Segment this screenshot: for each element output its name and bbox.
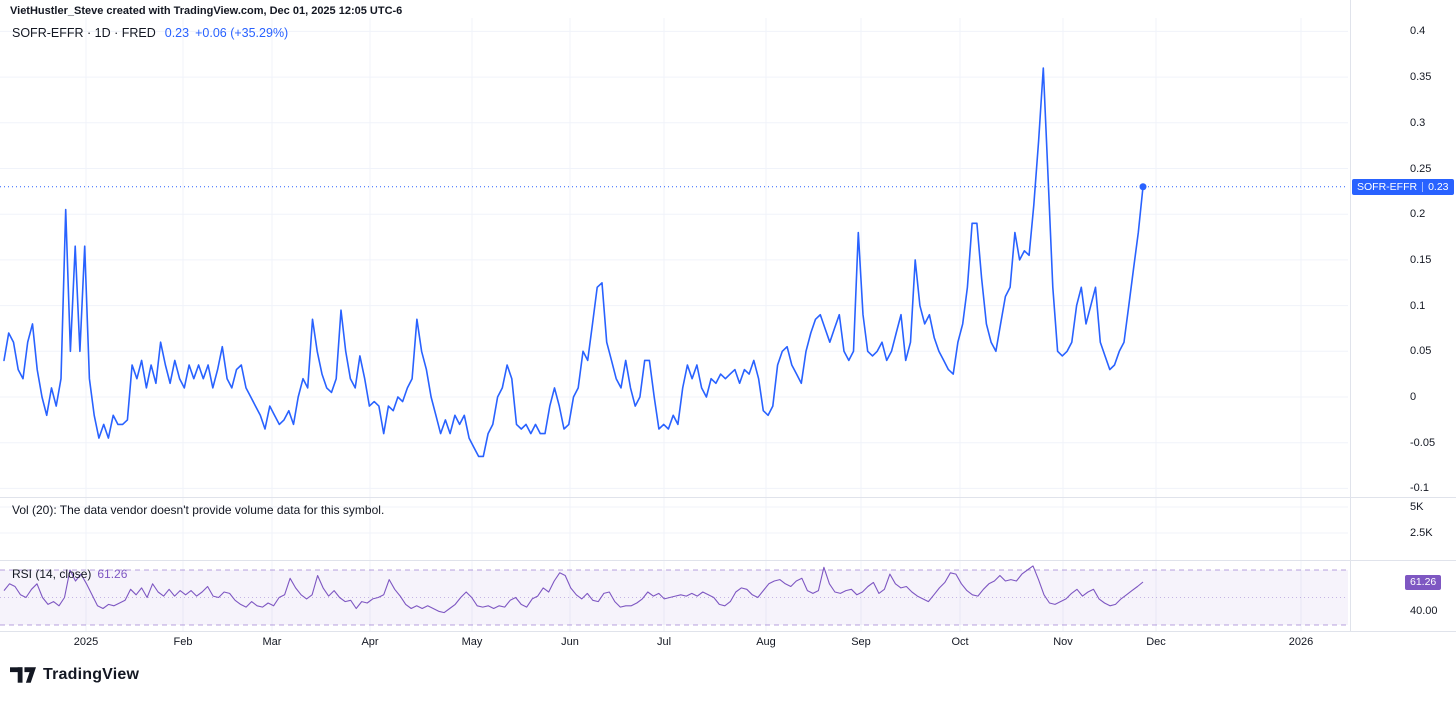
time-tick-label: Sep [851,636,871,648]
price-badge-symbol: SOFR-EFFR [1357,180,1418,193]
price-badge-divider [1422,181,1424,192]
price-tick-label: -0.1 [1410,482,1429,495]
legend-title: SOFR-EFFR · 1D · FRED [12,26,156,40]
price-tick-label: 0.15 [1410,253,1432,266]
rsi-indicator-legend[interactable]: RSI (14, close) 61.26 [12,567,127,581]
price-tick-label: 0.4 [1410,25,1426,38]
price-tick-label: 0.35 [1410,71,1432,84]
time-tick-label: Mar [262,636,282,648]
tradingview-footer[interactable]: TradingView [10,666,139,684]
price-label-badge: SOFR-EFFR 0.23 [1352,178,1454,195]
time-tick-label: Aug [756,636,776,648]
time-tick-label: May [461,636,483,648]
time-tick-label: Jul [656,636,672,648]
rsi-value-badge: 61.26 [1405,575,1442,590]
time-tick-label: 2025 [73,636,99,648]
volume-tick-label: 5K [1410,501,1424,513]
price-axis[interactable]: 0.4 0.35 0.3 0.25 0.2 0.15 0.1 0.05 0 -0.05 -0.1 5K… [1351,0,1456,631]
series-legend[interactable]: SOFR-EFFR · 1D · FRED 0.23 +0.06 (+35.29%) [12,26,288,40]
attribution-text: VietHustler_Steve created with TradingVi… [10,5,403,17]
time-tick-label: Feb [173,636,193,648]
price-tick-label: 0.25 [1410,162,1432,175]
time-tick-label: Apr [361,636,379,648]
price-badge-value: 0.23 [1428,180,1449,193]
volume-tick-label: 2.5K [1410,527,1433,539]
time-tick-label: Jun [561,636,579,648]
price-tick-label: 0.1 [1410,299,1426,312]
price-tick-label: 0 [1410,391,1417,403]
rsi-last-value: 61.26 [97,567,128,581]
price-tick-label: 0.2 [1410,208,1426,221]
price-tick-label: 0.3 [1410,116,1426,129]
tradingview-logo-icon [10,667,36,683]
time-tick-label: Nov [1053,636,1073,648]
tradingview-brand-text: TradingView [43,666,140,683]
legend-change: +0.06 (+35.29%) [195,26,289,40]
time-tick-label: Oct [951,636,969,648]
rsi-tick-label: 40.00 [1410,605,1438,617]
rsi-label: RSI (14, close) [12,567,92,581]
time-tick-label: 2026 [1288,636,1314,648]
price-tick-label: 0.05 [1410,345,1432,358]
time-axis[interactable]: 2025 Feb Mar Apr May Jun Jul Aug Sep Oct Nov Dec 202… [0,632,1456,654]
time-tick-label: Dec [1146,636,1166,648]
legend-last-value: 0.23 [164,26,190,40]
volume-indicator-legend[interactable]: Vol (20): The data vendor doesn't provid… [12,503,385,517]
price-tick-label: -0.05 [1410,436,1436,449]
